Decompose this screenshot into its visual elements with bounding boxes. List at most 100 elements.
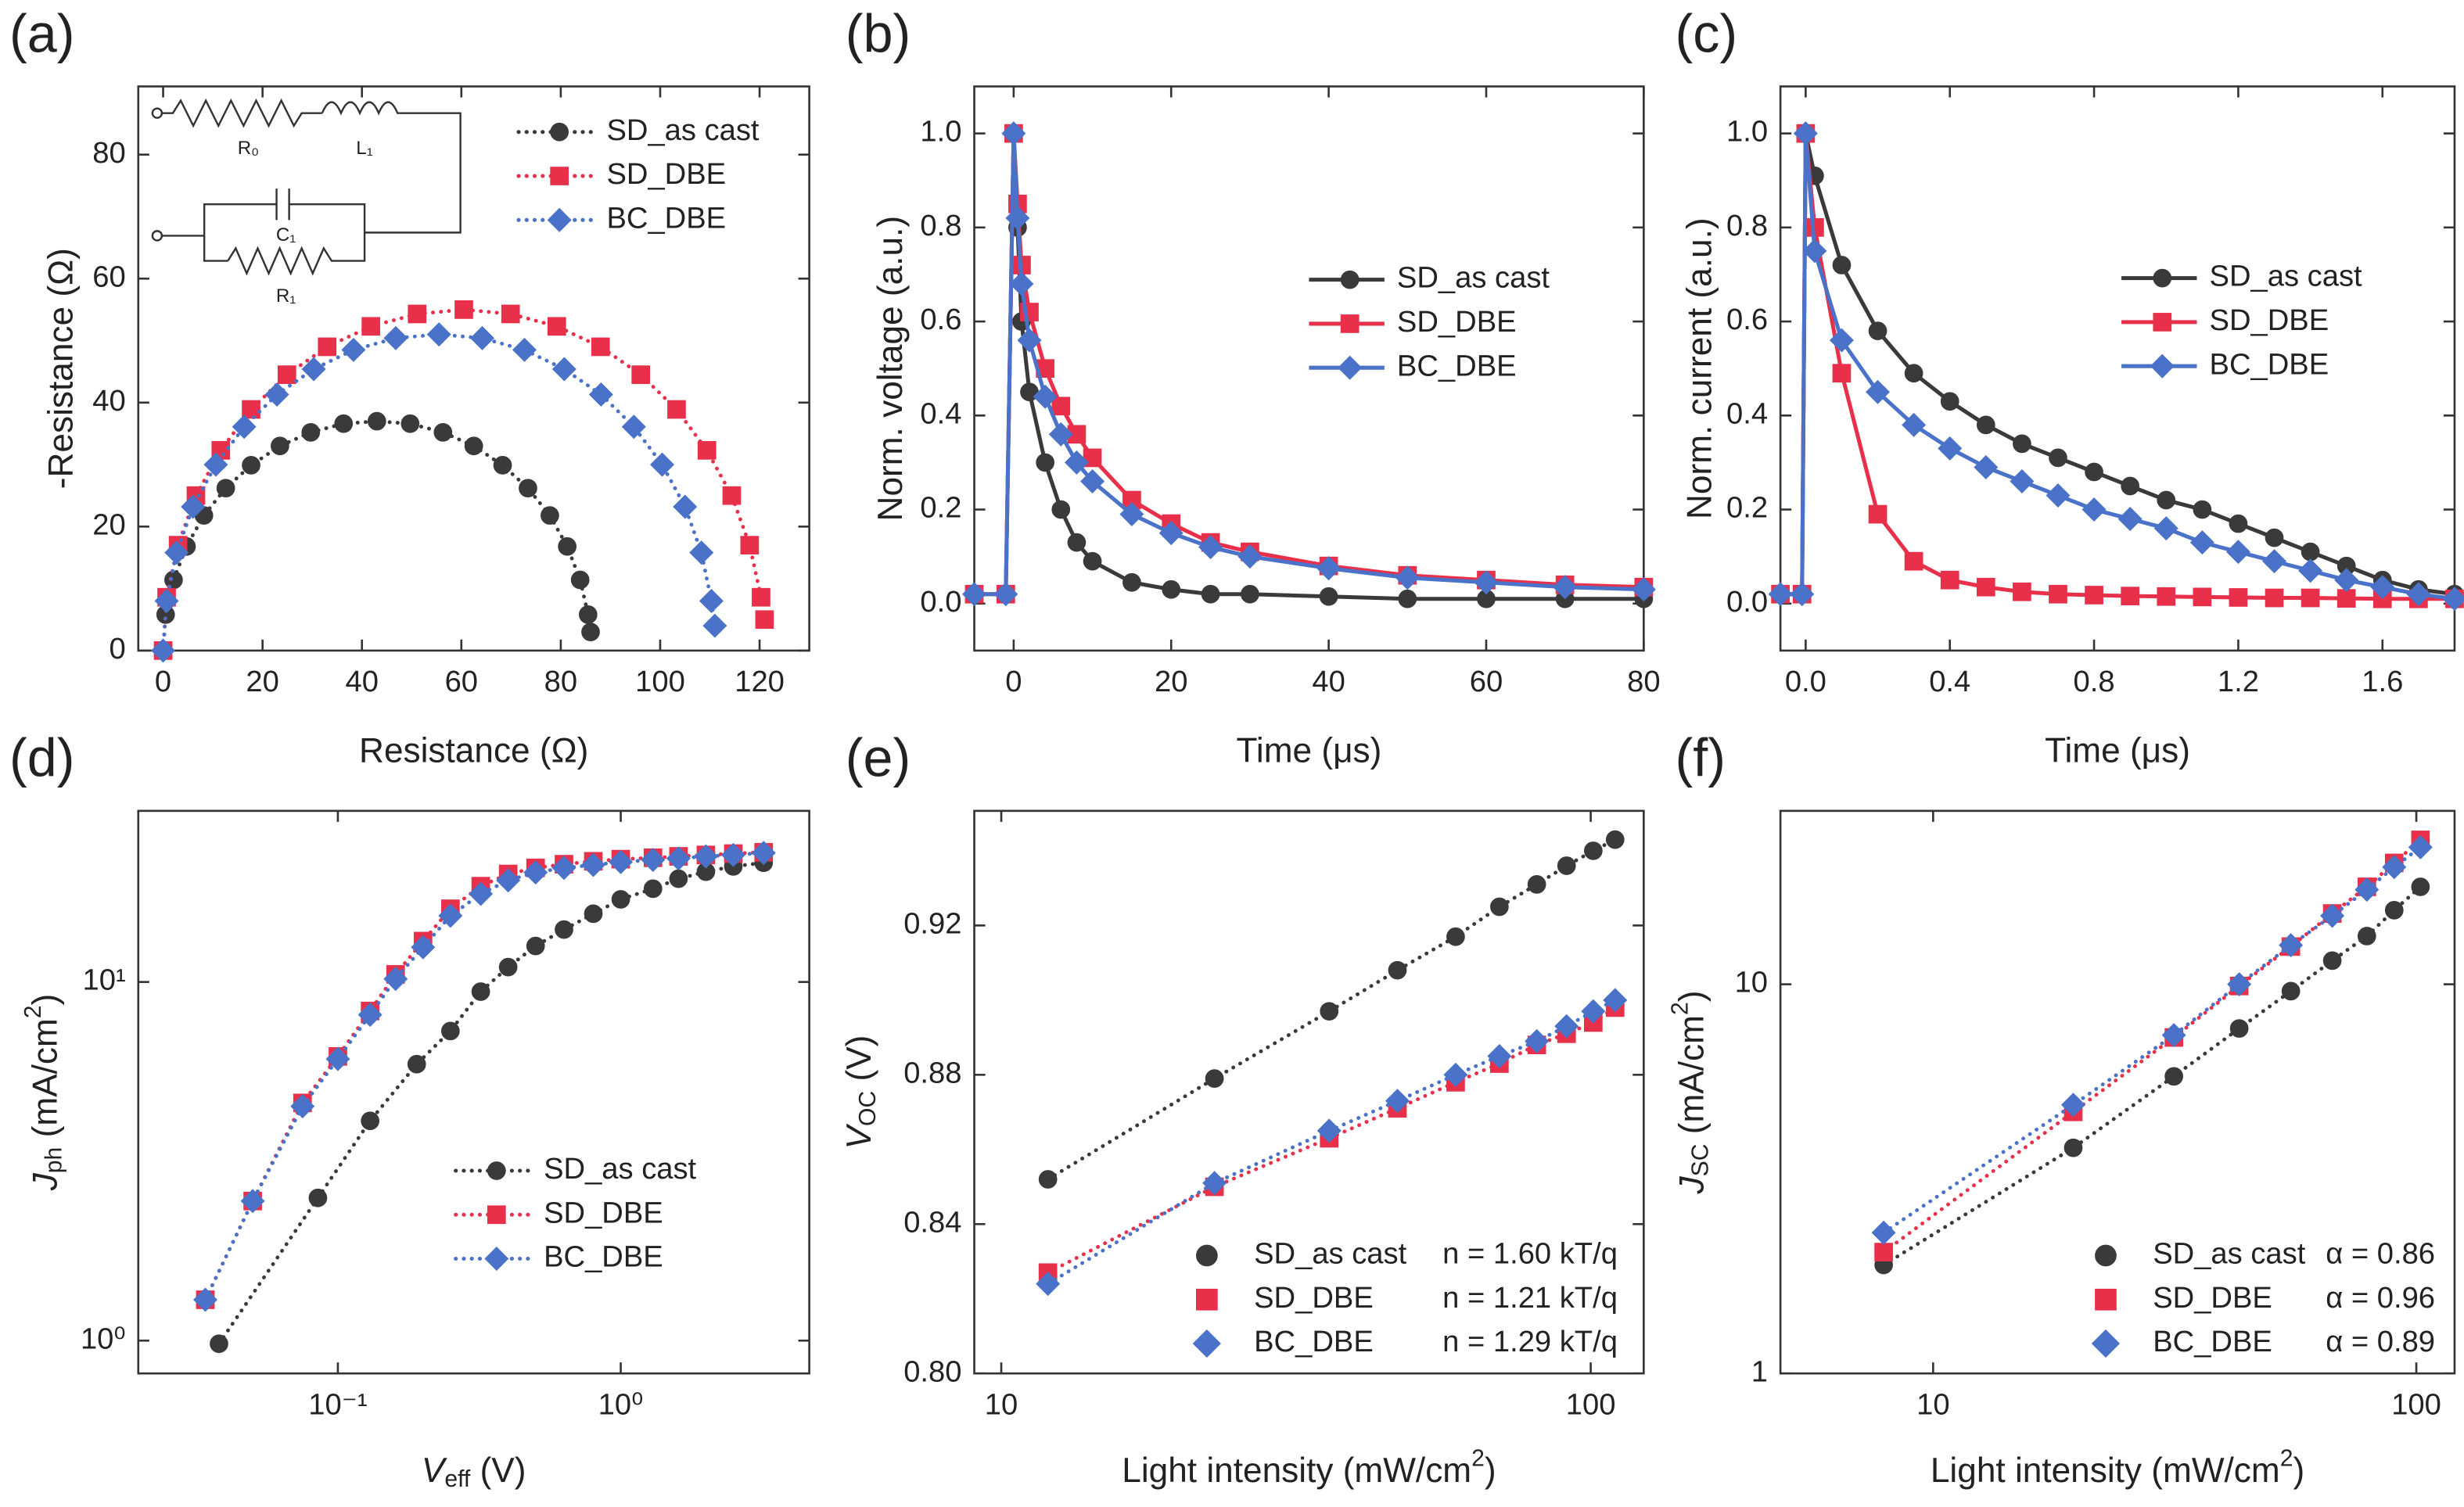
data-point	[547, 317, 566, 336]
x-tick-label: 100	[2391, 1387, 2441, 1421]
data-point	[264, 382, 289, 407]
label-part: -Resistance (Ω)	[41, 248, 80, 489]
data-point	[2336, 589, 2356, 608]
y-tick-label: 10	[1735, 966, 1768, 999]
y-tick-label: 0.88	[903, 1056, 961, 1089]
fit-label: n = 1.21 kT/q	[1442, 1281, 1618, 1315]
data-point	[454, 300, 473, 319]
legend-label: SD_as cast	[2153, 1237, 2305, 1271]
data-point	[2354, 877, 2380, 902]
data-point	[1974, 454, 1999, 479]
data-point	[2121, 587, 2140, 606]
data-point	[1009, 271, 1034, 296]
data-point	[1554, 1014, 1579, 1039]
legend-marker	[550, 122, 569, 142]
data-point	[154, 588, 179, 613]
label-part: )	[2293, 1451, 2304, 1489]
label-part: Norm. voltage (a.u.)	[871, 216, 910, 522]
panel-label: (a)	[9, 4, 74, 63]
data-point	[609, 849, 634, 874]
data-point	[469, 881, 494, 906]
label-part: J	[26, 1172, 64, 1191]
data-point	[643, 879, 663, 899]
y-tick-label: 0.6	[920, 303, 961, 336]
legend-label: BC_DBE	[2153, 1325, 2272, 1358]
data-point	[1446, 927, 1465, 946]
inset-label: R₀	[238, 138, 259, 159]
data-point	[151, 638, 176, 663]
series-line	[974, 131, 1644, 597]
data-point	[1038, 1170, 1058, 1189]
data-point	[2085, 462, 2103, 482]
legend-marker	[547, 207, 572, 232]
data-point	[240, 1189, 265, 1214]
data-point	[1976, 577, 1995, 597]
legend-marker	[1195, 1288, 1218, 1311]
data-point	[1868, 321, 1888, 340]
terminal	[151, 107, 163, 119]
label-part: Light intensity (mW/cm	[1122, 1451, 1471, 1489]
data-point	[1316, 1118, 1342, 1143]
data-point	[666, 846, 691, 871]
x-tick-label: 20	[246, 665, 278, 698]
data-point	[2161, 1023, 2186, 1048]
data-point	[2382, 855, 2407, 880]
data-point	[2301, 588, 2320, 608]
plot-frame	[1779, 85, 2456, 652]
data-point	[1474, 570, 1499, 595]
data-point	[438, 903, 463, 928]
label-part: J	[1672, 1175, 1711, 1194]
data-point	[277, 365, 296, 384]
data-point	[752, 587, 770, 607]
fit-label: n = 1.60 kT/q	[1442, 1237, 1618, 1271]
data-point	[2411, 877, 2430, 896]
x-tick-label: 1.6	[2362, 665, 2403, 698]
data-point	[1581, 999, 1606, 1024]
y-axis-label: VOC (V)	[840, 1035, 881, 1150]
data-point	[1122, 572, 1141, 592]
y-axis-label: Norm. current (a.u.)	[1680, 217, 1719, 519]
data-point	[2117, 507, 2143, 532]
x-tick-label: 10⁻¹	[308, 1387, 367, 1421]
data-point	[407, 1054, 426, 1074]
label-part: 2	[20, 1005, 46, 1018]
data-point	[433, 422, 453, 442]
label-part: 2	[2280, 1446, 2293, 1472]
data-point	[591, 337, 610, 357]
y-tick-label: 1.0	[920, 115, 961, 149]
fit-label: α = 0.89	[2326, 1325, 2435, 1358]
data-point	[578, 605, 598, 624]
data-point	[164, 540, 189, 565]
plot-frame	[973, 809, 1645, 1375]
data-point	[216, 479, 235, 498]
y-tick-label: 10⁰	[81, 1322, 126, 1355]
data-point	[621, 414, 646, 440]
data-point	[1051, 500, 1071, 519]
label-part: (V)	[470, 1451, 526, 1489]
data-point	[551, 856, 576, 881]
data-point	[2164, 1067, 2183, 1086]
data-point	[242, 456, 260, 475]
x-axis-label: Time (μs)	[1237, 731, 1382, 770]
data-point	[1557, 856, 1576, 875]
legend-label: BC_DBE	[1397, 349, 1517, 382]
y-tick-label: 0.84	[903, 1205, 961, 1239]
circuit-inset	[151, 98, 462, 276]
plot-frame	[137, 809, 810, 1375]
data-point	[2046, 483, 2071, 508]
label-part: (V)	[840, 1035, 878, 1091]
data-point	[611, 890, 630, 909]
x-tick-label: 10	[985, 1387, 1018, 1421]
data-point	[232, 414, 257, 440]
series-line	[1881, 838, 2423, 1254]
data-point	[367, 411, 386, 431]
data-point	[496, 868, 521, 893]
x-axis-label: Light intensity (mW/cm2)	[1122, 1446, 1496, 1490]
inset-label: R₁	[276, 285, 296, 307]
y-tick-label: 60	[92, 260, 125, 293]
series-line	[1881, 884, 2423, 1267]
data-point	[2013, 582, 2031, 601]
inset-label: L₁	[356, 138, 373, 159]
data-point	[1162, 579, 1181, 599]
data-point	[408, 304, 427, 324]
